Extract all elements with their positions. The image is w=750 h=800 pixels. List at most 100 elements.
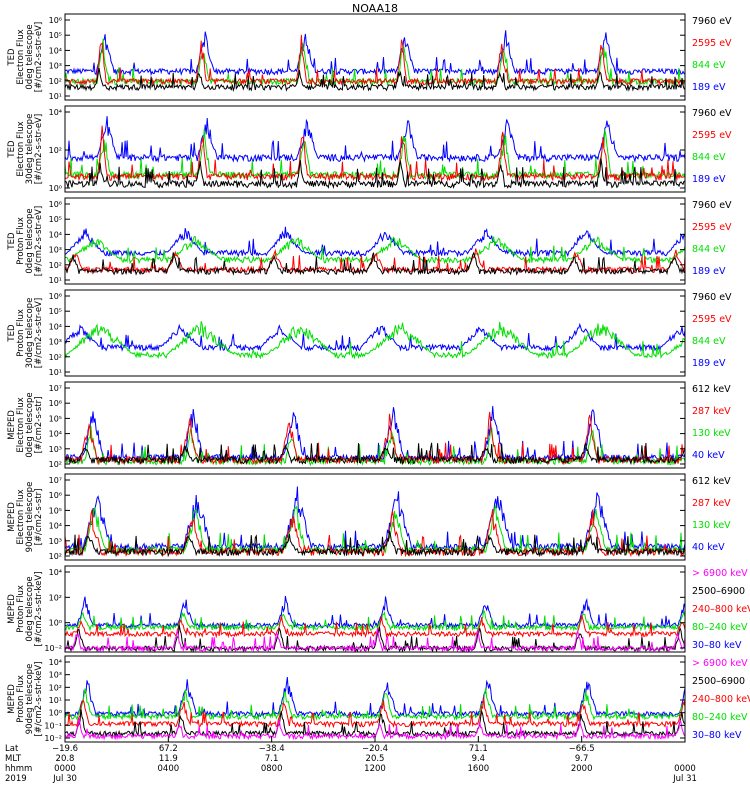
x-axis-value: 0400	[158, 764, 180, 774]
y-tick-label: 10⁻²	[44, 644, 62, 653]
y-axis-label: TED	[7, 48, 17, 67]
legend-entry: 40 keV	[692, 450, 725, 461]
panel-4: 10¹ 10² 10³ 10⁴ 10⁵ 10⁶ TED Proton Flux 30deg te…	[7, 289, 732, 377]
y-axis-label: MEPED	[7, 684, 17, 714]
y-tick-label: 10⁴	[49, 46, 62, 55]
y-tick-label: 10⁶	[49, 491, 62, 500]
y-tick-label: 10⁵	[49, 215, 62, 224]
y-tick-label: 10²	[49, 460, 62, 469]
y-tick-label: 10⁴	[49, 658, 62, 667]
legend-entry: 844 eV	[692, 244, 726, 255]
y-axis-label: TED	[7, 140, 17, 159]
x-axis-value: 11.9	[159, 754, 178, 764]
y-axis-label: 0deg telescope	[25, 24, 35, 89]
legend-entry: 80–240 keV	[692, 712, 748, 723]
legend-entry: 2595 eV	[692, 314, 732, 325]
legend-entry: 612 keV	[692, 476, 731, 487]
y-axis-label: MEPED	[7, 594, 17, 624]
x-axis-row-label: MLT	[5, 754, 22, 764]
series-3-trace	[65, 697, 685, 729]
y-tick-label: 10⁴	[49, 108, 62, 117]
y-tick-label: 10⁴	[49, 322, 62, 331]
legend-entry: 844 eV	[692, 60, 726, 71]
y-tick-label: 10⁴	[49, 430, 62, 439]
x-axis-value: 1200	[364, 764, 386, 774]
legend-entry: 2595 eV	[692, 130, 732, 141]
x-axis-row-label: 2019	[5, 774, 27, 784]
x-axis-value: −19.6	[52, 744, 78, 754]
legend-entry: 7960 eV	[692, 16, 732, 27]
legend-entry: 240–800 keV	[692, 694, 750, 705]
y-axis-label: 30deg telescope	[25, 114, 35, 185]
chart-title: NOAA18	[352, 2, 398, 15]
legend-entry: 130 keV	[692, 520, 731, 531]
legend-entry: 2595 eV	[692, 38, 732, 49]
y-axis-label: [#/cm2-s-str]	[34, 397, 44, 454]
series-4-trace	[65, 530, 685, 558]
series-5-trace	[65, 717, 685, 741]
x-axis-value: −38.4	[259, 744, 285, 754]
x-axis-value: 7.1	[265, 754, 279, 764]
y-tick-label: 10²	[49, 146, 62, 155]
y-tick-label: 10⁻²	[44, 734, 62, 743]
series-4-trace	[65, 68, 685, 93]
y-tick-label: 10⁶	[49, 200, 62, 209]
series-3-trace	[65, 615, 685, 639]
series-1-trace	[65, 595, 685, 630]
y-axis-label: Electron Flux	[16, 489, 26, 544]
y-tick-label: 10⁰	[49, 184, 62, 193]
x-axis-row-label: hhmm	[5, 764, 32, 774]
panel-7: 10⁻² 10⁰ 10² 10⁴ MEPED Proton Flux 0deg telesc…	[7, 565, 750, 653]
panel-2: 10⁰ 10² 10⁴ TED Electron Flux 30deg telescope…	[7, 105, 732, 193]
y-tick-label: 10⁷	[49, 384, 62, 393]
series-2-trace	[65, 608, 685, 632]
legend-entry: 80–240 keV	[692, 622, 748, 633]
series-1-trace	[65, 226, 685, 258]
y-tick-label: 10³	[49, 445, 62, 454]
panel-frame	[64, 13, 686, 101]
y-tick-label: 10⁶	[49, 16, 62, 25]
legend-entry: 287 keV	[692, 498, 731, 509]
y-axis-label: Proton Flux	[16, 309, 26, 357]
y-tick-label: 10²	[49, 261, 62, 270]
legend-entry: 2500–6900	[692, 586, 745, 597]
y-tick-label: 10²	[49, 593, 62, 602]
y-axis-label: 0deg telescope	[25, 392, 35, 457]
series-2-trace	[65, 321, 685, 360]
panel-6: 10² 10³ 10⁴ 10⁵ 10⁶ 10⁷ MEPED Electron Flux 90de…	[7, 473, 731, 561]
x-axis-value: 20.5	[366, 754, 385, 764]
y-tick-label: 10²	[49, 683, 62, 692]
panel-3: 10¹ 10² 10³ 10⁴ 10⁵ 10⁶ TED Proton Flux 0deg tel…	[7, 197, 732, 285]
x-axis-value: 9.7	[575, 754, 589, 764]
y-tick-label: 10⁵	[49, 414, 62, 423]
y-axis-label: Electron Flux	[16, 397, 26, 452]
y-tick-label: 10⁴	[49, 230, 62, 239]
y-axis-label: TED	[7, 232, 17, 251]
series-2-trace	[65, 129, 685, 181]
x-axis-value: 20.8	[56, 754, 75, 764]
y-tick-label: 10²	[49, 77, 62, 86]
legend-entry: 189 eV	[692, 174, 726, 185]
legend-entry: 189 eV	[692, 266, 726, 277]
x-axis-value: 9.4	[472, 754, 486, 764]
x-axis-value: 2000	[571, 764, 593, 774]
series-4-trace	[65, 442, 685, 466]
legend-entry: 844 eV	[692, 336, 726, 347]
x-axis-value: 0000	[54, 764, 76, 774]
y-tick-label: 10³	[49, 62, 62, 71]
legend-entry: 189 eV	[692, 358, 726, 369]
y-axis-label: Electron Flux	[16, 121, 26, 176]
series-4-trace	[65, 251, 685, 276]
legend-entry: 130 keV	[692, 428, 731, 439]
x-axis-value: Jul 31	[672, 774, 697, 784]
legend-entry: 189 eV	[692, 82, 726, 93]
x-axis-value: 71.1	[469, 744, 488, 754]
y-axis-label: [#/cm2-s-str-eV]	[34, 114, 44, 184]
series-1-trace	[65, 322, 685, 353]
panel-frame	[64, 473, 686, 561]
y-axis-label: 90deg telescope	[25, 482, 35, 553]
y-axis-label: [#/cm2-s-str]	[34, 489, 44, 546]
y-tick-label: 10¹	[49, 276, 62, 285]
y-axis-label: TED	[7, 324, 17, 343]
